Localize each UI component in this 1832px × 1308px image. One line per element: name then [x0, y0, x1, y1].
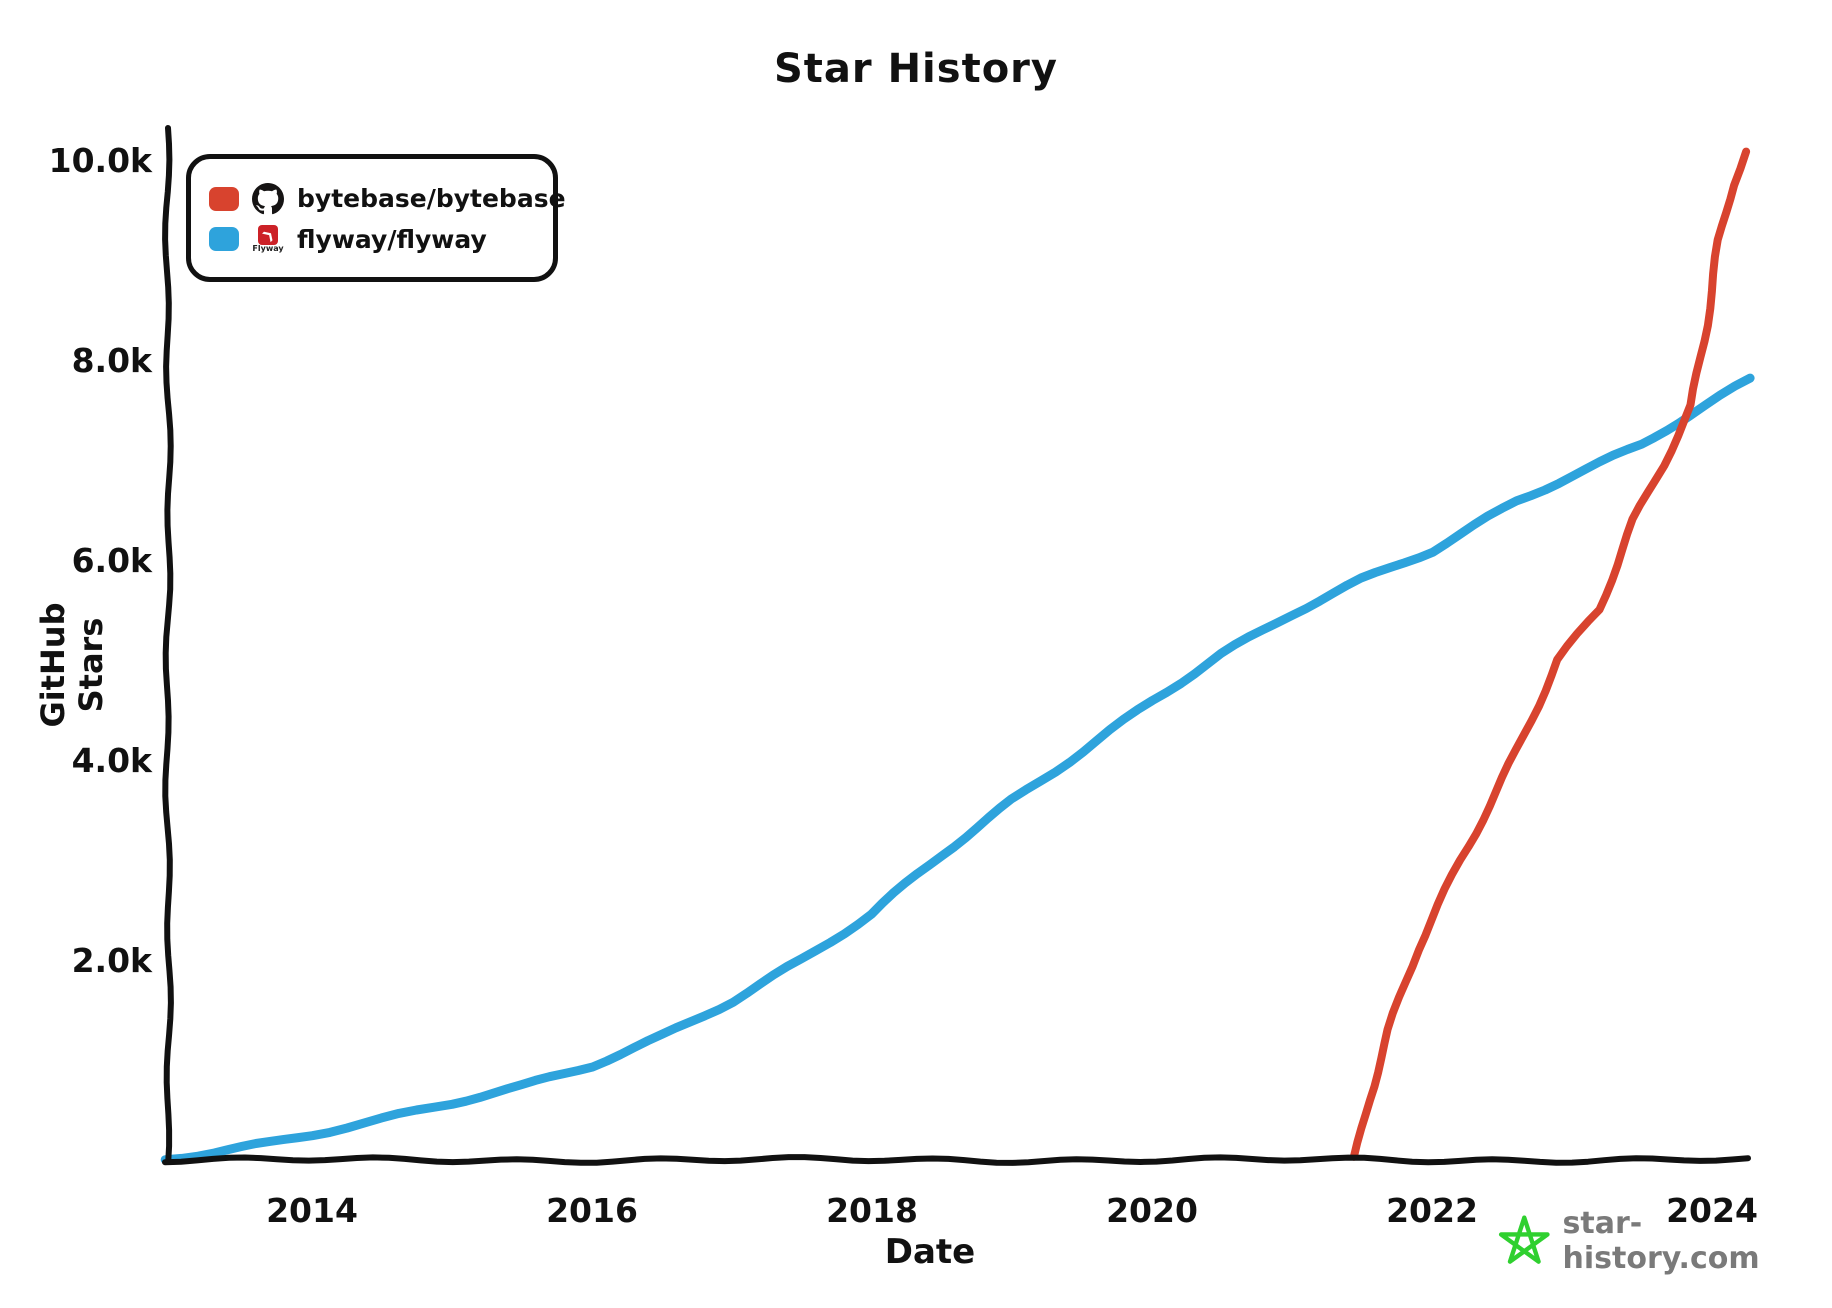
series-line-flyway	[160, 373, 1755, 1165]
flyway-logo-caption: Flyway	[252, 243, 284, 253]
flyway-logo-icon: ❯ Flyway	[251, 224, 285, 254]
series-layer	[160, 147, 1755, 1165]
flyway-logo-mark: ❯	[258, 224, 278, 245]
footer-site-name[interactable]: star-history.com	[1562, 1206, 1760, 1276]
legend-item-flyway: ❯ Flyway flyway/flyway	[209, 225, 535, 254]
flyway-arrow-glyph: ❯	[259, 226, 277, 244]
legend-label-bytebase: bytebase/bytebase	[297, 184, 566, 213]
x-tick-label-2024: 2024	[1666, 1191, 1758, 1230]
legend: bytebase/bytebase ❯ Flyway flyway/flyway	[186, 154, 566, 282]
y-axis-title: GitHub Stars	[34, 602, 110, 728]
y-tick-label-6.0k: 6.0k	[72, 541, 153, 580]
legend-label-flyway: flyway/flyway	[297, 224, 487, 254]
axes-layer	[162, 125, 1751, 1166]
bytebase-color-swatch	[209, 186, 239, 211]
star-icon	[1498, 1215, 1550, 1264]
x-tick-label-2014: 2014	[266, 1191, 358, 1230]
github-octocat-icon	[251, 182, 285, 215]
y-tick-label-8.0k: 8.0k	[72, 341, 153, 380]
x-axis-title: Date	[884, 1232, 976, 1272]
footer-branding[interactable]: star-history.com	[1498, 1206, 1832, 1276]
y-tick-label-4.0k: 4.0k	[72, 741, 153, 780]
page-title: Star History	[774, 46, 1058, 92]
y-tick-label-2.0k: 2.0k	[72, 941, 153, 980]
y-axis-line	[162, 125, 174, 1165]
flyway-color-swatch	[209, 227, 239, 251]
x-tick-label-2020: 2020	[1106, 1191, 1198, 1230]
x-tick-label-2016: 2016	[546, 1191, 638, 1230]
legend-item-bytebase: bytebase/bytebase	[209, 182, 566, 215]
x-tick-label-2022: 2022	[1386, 1191, 1478, 1230]
series-line-bytebase	[1349, 147, 1751, 1161]
y-tick-label-10.0k: 10.0k	[49, 141, 153, 180]
x-axis-line	[162, 1154, 1751, 1166]
x-tick-label-2018: 2018	[826, 1191, 918, 1230]
ticks-layer: 2.0k 4.0k 6.0k 8.0k 10.0k 2014 2016 2018 2020 202…	[49, 141, 1758, 1230]
